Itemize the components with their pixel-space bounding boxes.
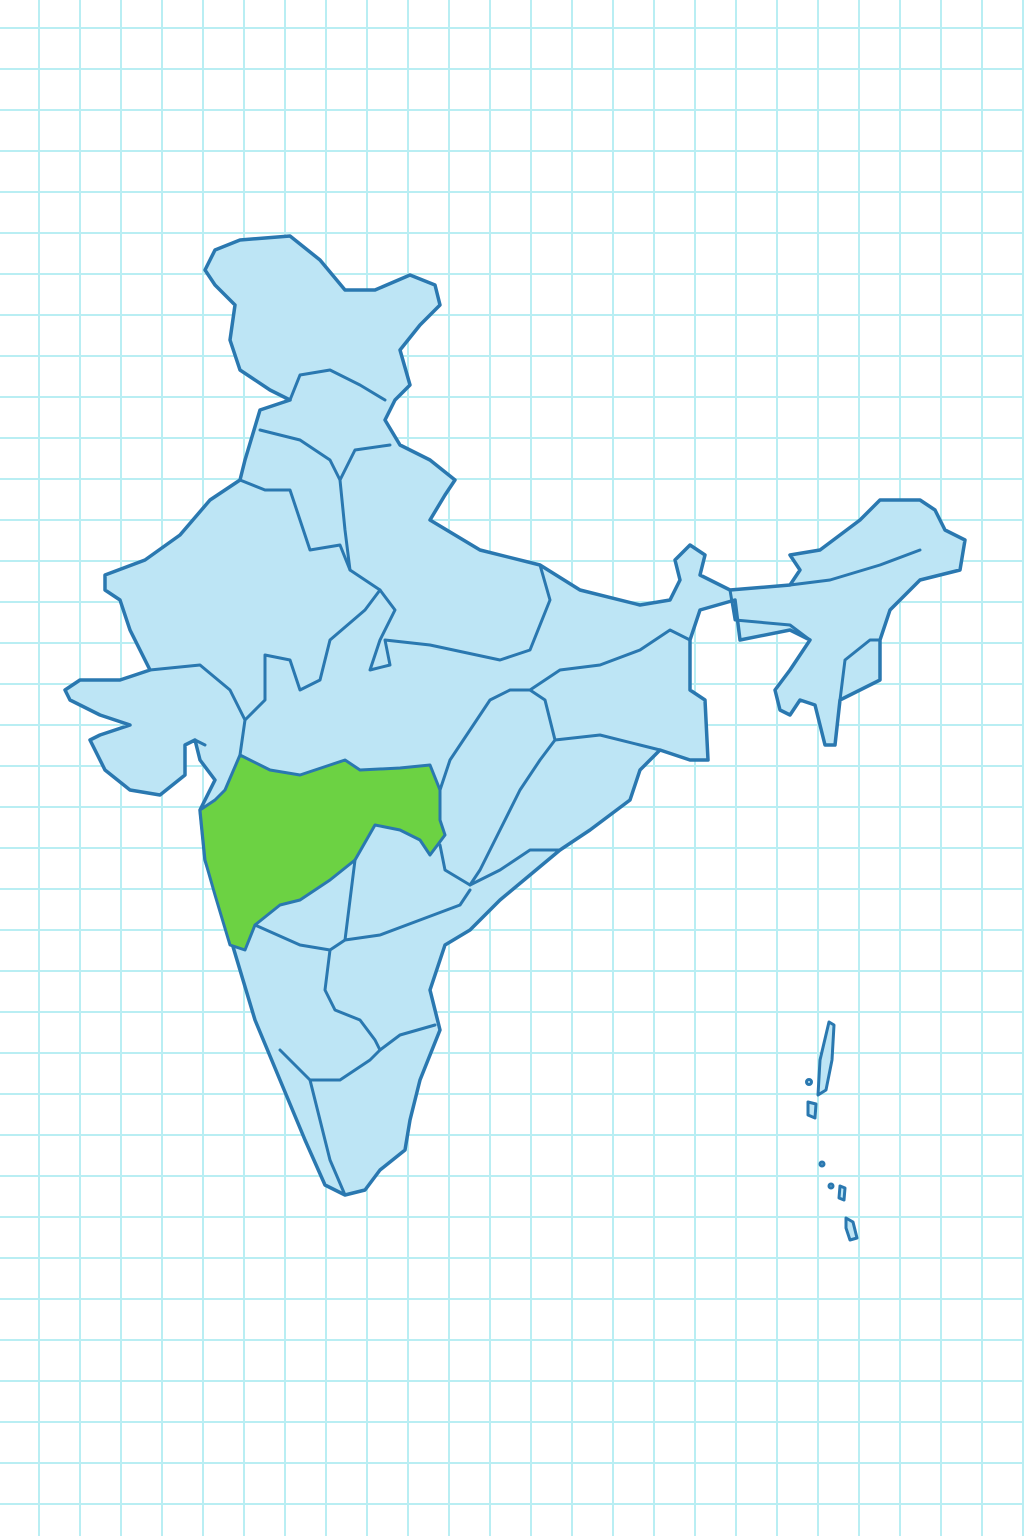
country-outline [63,234,967,1197]
state-borders [148,368,922,1197]
highlighted-state[interactable] [198,753,447,952]
islands [805,1020,859,1242]
